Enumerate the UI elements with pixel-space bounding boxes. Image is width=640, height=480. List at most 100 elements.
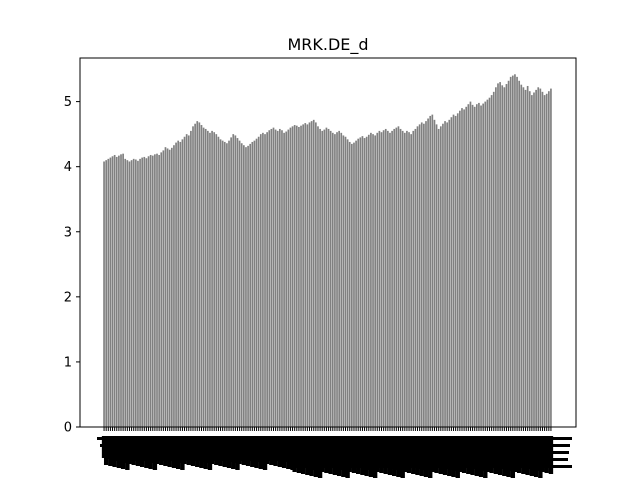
bar: [429, 115, 432, 428]
bar: [204, 128, 207, 427]
bar: [533, 92, 535, 428]
bar: [173, 145, 175, 427]
bar: [187, 135, 190, 427]
bar: [403, 132, 406, 427]
bar: [370, 132, 372, 427]
bar: [293, 125, 296, 427]
bar: [315, 122, 317, 428]
bar: [306, 124, 309, 427]
bar: [393, 128, 396, 427]
bar: [425, 121, 427, 427]
bar: [245, 147, 247, 427]
bar: [511, 75, 514, 427]
bar: [272, 127, 275, 427]
bar: [442, 123, 444, 427]
bar: [374, 135, 376, 427]
bar: [480, 105, 482, 427]
bar: [522, 87, 525, 427]
bar: [317, 126, 319, 427]
bar: [514, 74, 516, 428]
bar: [236, 138, 239, 428]
bar: [414, 128, 417, 427]
y-tick-label: 4: [64, 160, 72, 175]
bar: [488, 97, 491, 427]
bar: [126, 160, 129, 428]
bar: [298, 126, 300, 427]
bar: [160, 152, 163, 427]
bar: [416, 126, 419, 427]
bar: [240, 143, 243, 427]
bar: [147, 156, 150, 427]
bar: [355, 140, 357, 427]
bar: [353, 142, 355, 427]
bar: [162, 150, 165, 427]
bar: [391, 130, 393, 427]
bar: [342, 135, 345, 427]
bar: [395, 127, 398, 427]
bar: [308, 122, 311, 428]
bar: [105, 160, 108, 428]
bar: [232, 134, 235, 427]
bar: [183, 136, 186, 427]
bar: [329, 130, 332, 427]
bar: [185, 134, 188, 427]
bar: [310, 121, 313, 427]
bar: [109, 157, 112, 427]
bar: [338, 130, 340, 427]
bar: [387, 130, 389, 427]
bar: [484, 101, 487, 427]
bar: [103, 161, 105, 428]
plot-frame: [79, 57, 577, 428]
bar: [505, 84, 508, 427]
bar: [501, 85, 504, 427]
bar: [158, 154, 160, 427]
bar: [372, 134, 374, 427]
bar: [331, 132, 334, 427]
bar: [378, 130, 381, 427]
bar: [200, 125, 203, 427]
bar: [463, 109, 465, 427]
bar: [526, 85, 529, 427]
bar: [520, 84, 523, 428]
bar: [467, 104, 470, 428]
bar: [478, 102, 480, 428]
bar: [334, 134, 336, 427]
y-tick-label: 5: [64, 95, 72, 110]
bar: [384, 128, 387, 427]
bar: [450, 117, 453, 427]
bar: [279, 128, 281, 427]
bar: [382, 130, 385, 428]
bar: [406, 130, 408, 427]
bar: [490, 95, 493, 427]
bar: [461, 108, 463, 428]
bar: [124, 158, 127, 427]
bar: [399, 128, 402, 427]
bar: [107, 158, 110, 427]
bar: [543, 95, 546, 427]
bar: [251, 141, 254, 427]
bar: [495, 87, 497, 427]
bar: [122, 153, 124, 428]
bar: [206, 130, 209, 427]
bar: [170, 147, 173, 427]
bar: [194, 123, 196, 427]
bar: [541, 91, 544, 427]
bar: [287, 129, 290, 427]
bar: [226, 143, 228, 427]
bar: [175, 142, 177, 427]
bar: [247, 145, 249, 428]
bar: [141, 157, 144, 427]
bar: [319, 128, 321, 427]
bar: [418, 124, 421, 427]
y-tick-label: 3: [64, 225, 72, 240]
bar: [420, 122, 423, 428]
bar: [164, 147, 167, 427]
bar: [268, 130, 271, 428]
bar: [492, 91, 495, 427]
bar: [111, 156, 114, 427]
bar: [276, 130, 279, 427]
chart-title: MRK.DE_d: [287, 35, 368, 55]
bar: [448, 119, 451, 427]
bar: [134, 159, 137, 427]
